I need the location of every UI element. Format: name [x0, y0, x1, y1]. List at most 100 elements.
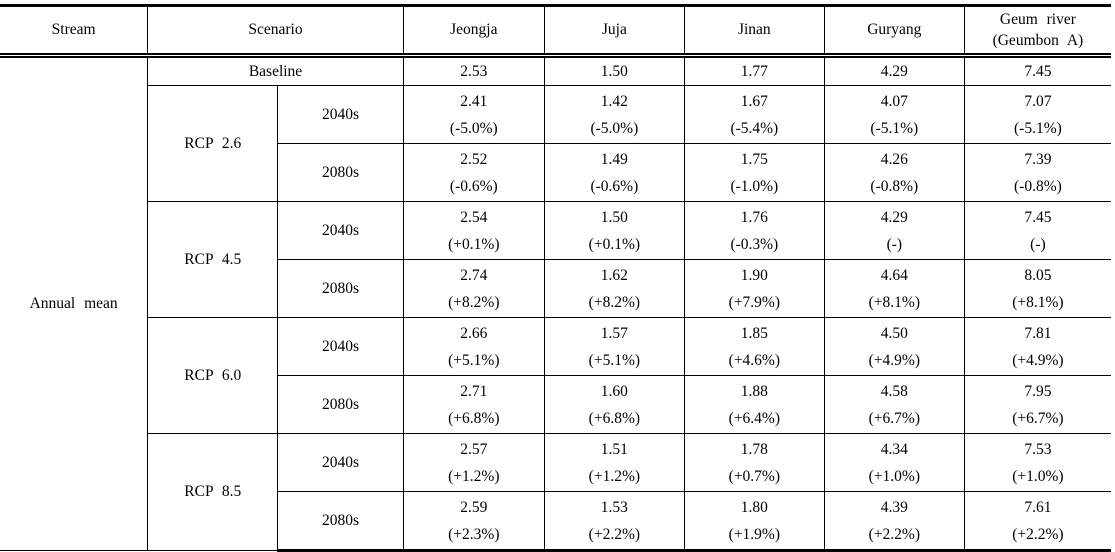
change-text: (+8.2%) [588, 293, 641, 311]
value-text: 1.67 [740, 92, 768, 110]
value-cell: 7.39 (-0.8%) [963, 143, 1111, 202]
rcp45-2040s-row: RCP 4.5 2040s 2.54 (+0.1%) 1.50 (+0.1%) 1.… [0, 201, 1111, 318]
baseline-label-cell: Baseline [147, 55, 404, 86]
change-text: (-1.0%) [730, 177, 779, 195]
change-text: (+6.8%) [448, 409, 500, 427]
scenario-name-cell: RCP 4.5 [147, 201, 279, 318]
value-text: 2.71 [460, 382, 488, 400]
header-site-geum-river: Geum river (Geumbon A) [963, 4, 1111, 58]
value-text: 7.45 [1024, 208, 1052, 226]
value-cell: 1.57 (+5.1%) [543, 317, 685, 376]
rcp26-2040s-row: RCP 2.6 2040s 2.41 (-5.0%) 1.42 (-5.0%) 1.… [0, 85, 1111, 202]
value-text: 2.57 [460, 440, 488, 458]
value-text: 7.95 [1024, 382, 1052, 400]
header-stream: Stream [0, 4, 149, 58]
baseline-value-juja: 1.50 [543, 55, 685, 86]
value-cell: 7.53 (+1.0%) [963, 433, 1111, 492]
value-text: 1.57 [600, 324, 628, 342]
value-cell: 1.50 (+0.1%) [543, 201, 685, 260]
change-text: (+2.2%) [1012, 525, 1064, 543]
value-cell: 1.85 (+4.6%) [683, 317, 825, 376]
change-text: (+0.1%) [448, 235, 500, 253]
value-text: 1.42 [600, 92, 628, 110]
value-text: 8.05 [1024, 266, 1052, 284]
value-text: 7.53 [1024, 440, 1052, 458]
scenario-name-cell: RCP 8.5 [147, 433, 279, 551]
change-text: (+2.3%) [448, 525, 500, 543]
value-cell: 7.07 (-5.1%) [963, 85, 1111, 144]
value-text: 1.90 [740, 266, 768, 284]
value-cell: 2.74 (+8.2%) [402, 259, 545, 318]
rcp85-2080s-row: 2080s 2.59 (+2.3%) 1.53 (+2.2%) 1.80 (+1.9%… [0, 491, 1111, 552]
rcp85-2040s-row: RCP 8.5 2040s 2.57 (+1.2%) 1.51 (+1.2%) 1.… [0, 433, 1111, 551]
value-text: 1.88 [740, 382, 768, 400]
change-text: (+1.2%) [448, 467, 500, 485]
period-cell: 2080s [277, 491, 404, 552]
value-text: 2.41 [460, 92, 488, 110]
value-text: 1.53 [600, 498, 628, 516]
value-cell: 4.34 (+1.0%) [823, 433, 965, 492]
value-cell: 1.67 (-5.4%) [683, 85, 825, 144]
value-cell: 7.95 (+6.7%) [963, 375, 1111, 434]
value-text: 7.61 [1024, 498, 1052, 516]
value-text: 1.60 [600, 382, 628, 400]
period-cell: 2040s [277, 85, 404, 144]
header-scenario: Scenario [147, 4, 404, 58]
change-text: (+7.9%) [728, 293, 781, 311]
value-cell: 2.66 (+5.1%) [402, 317, 545, 376]
rcp45-2080s-row: 2080s 2.74 (+8.2%) 1.62 (+8.2%) 1.90 (+7.9%… [0, 259, 1111, 318]
value-cell: 1.62 (+8.2%) [543, 259, 685, 318]
change-text: (+1.9%) [728, 525, 781, 543]
change-text: (+6.8%) [588, 409, 641, 427]
value-cell: 4.50 (+4.9%) [823, 317, 965, 376]
annual-mean-table: Stream Scenario Jeongja Juja Jinan Gurya… [0, 4, 1111, 552]
change-text: (-0.6%) [449, 177, 498, 195]
change-text: (+1.0%) [868, 467, 920, 485]
value-cell: 2.71 (+6.8%) [402, 375, 545, 434]
value-text: 2.54 [460, 208, 488, 226]
change-text: (-0.6%) [590, 177, 639, 195]
change-text: (+5.1%) [448, 351, 500, 369]
baseline-value-jeongja: 2.53 [402, 55, 545, 86]
period-cell: 2080s [277, 375, 404, 434]
change-text: (-) [1030, 235, 1046, 253]
header-site-jeongja: Jeongja [402, 4, 545, 58]
value-cell: 2.54 (+0.1%) [402, 201, 545, 260]
value-cell: 1.49 (-0.6%) [543, 143, 685, 202]
baseline-row: Annual mean Baseline 2.53 1.50 1.77 4.29… [0, 55, 1111, 551]
value-text: 4.58 [880, 382, 908, 400]
value-text: 4.34 [880, 440, 908, 458]
value-text: 2.74 [460, 266, 488, 284]
change-text: (+6.7%) [1012, 409, 1064, 427]
value-text: 1.78 [740, 440, 768, 458]
change-text: (-5.0%) [449, 119, 498, 137]
change-text: (+2.2%) [868, 525, 920, 543]
value-cell: 1.60 (+6.8%) [543, 375, 685, 434]
change-text: (-5.1%) [870, 119, 919, 137]
change-text: (+4.9%) [1012, 351, 1064, 369]
value-text: 1.50 [600, 208, 628, 226]
value-text: 4.07 [880, 92, 908, 110]
period-cell: 2040s [277, 317, 404, 376]
value-cell: 7.61 (+2.2%) [963, 491, 1111, 552]
rcp60-2040s-row: RCP 6.0 2040s 2.66 (+5.1%) 1.57 (+5.1%) 1.… [0, 317, 1111, 434]
change-text: (-0.8%) [1014, 177, 1062, 195]
value-text: 2.66 [460, 324, 488, 342]
value-cell: 1.42 (-5.0%) [543, 85, 685, 144]
change-text: (+6.4%) [728, 409, 781, 427]
value-cell: 1.90 (+7.9%) [683, 259, 825, 318]
geum-river-line1: Geum river [999, 11, 1076, 28]
value-text: 4.39 [880, 498, 908, 516]
change-text: (-5.1%) [1014, 119, 1062, 137]
change-text: (-0.8%) [870, 177, 919, 195]
change-text: (-5.0%) [590, 119, 639, 137]
change-text: (+1.0%) [1012, 467, 1064, 485]
change-text: (+1.2%) [588, 467, 641, 485]
value-text: 1.76 [740, 208, 768, 226]
value-text: 4.50 [880, 324, 908, 342]
value-cell: 4.07 (-5.1%) [823, 85, 965, 144]
change-text: (-) [886, 235, 903, 253]
change-text: (-5.4%) [730, 119, 779, 137]
change-text: (+8.1%) [868, 293, 920, 311]
